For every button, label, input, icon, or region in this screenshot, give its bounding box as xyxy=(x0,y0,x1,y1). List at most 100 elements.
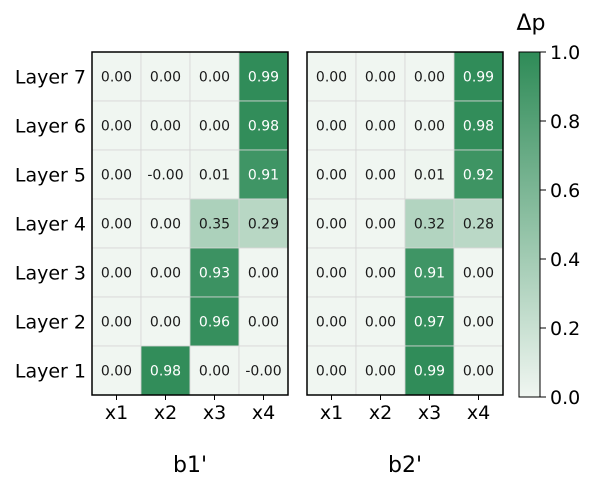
cell-p0-r6-c3 xyxy=(238,345,289,396)
row-label-2: Layer 5 xyxy=(15,165,86,187)
cell-p0-r6-c2 xyxy=(189,345,240,396)
cell-p0-r0-c1 xyxy=(140,51,191,102)
cell-label-p0-r1-c2: 0.00 xyxy=(199,119,230,135)
cell-label-p1-r6-c1: 0.00 xyxy=(365,364,396,380)
cell-p1-r1-c1 xyxy=(355,100,406,151)
cell-label-p1-r0-c1: 0.00 xyxy=(365,70,396,86)
cell-p0-r5-c1 xyxy=(140,296,191,347)
cell-label-p0-r3-c0: 0.00 xyxy=(101,217,132,233)
colorbar-tick-label-1: 0.2 xyxy=(550,318,580,340)
cell-label-p0-r5-c3: 0.00 xyxy=(248,315,279,331)
cell-p1-r6-c2 xyxy=(404,345,455,396)
row-label-3: Layer 4 xyxy=(15,214,86,236)
panel-label-0: b1' xyxy=(173,453,207,478)
cell-p0-r0-c0 xyxy=(91,51,142,102)
column-label-p0-1: x2 xyxy=(154,402,177,424)
cell-p0-r3-c1 xyxy=(140,198,191,249)
column-label-p1-2: x3 xyxy=(418,402,441,424)
cell-p0-r6-c0 xyxy=(91,345,142,396)
cell-label-p0-r4-c2: 0.93 xyxy=(199,266,230,282)
cell-label-p1-r0-c0: 0.00 xyxy=(316,70,347,86)
cell-label-p1-r3-c1: 0.00 xyxy=(365,217,396,233)
cell-label-p1-r5-c0: 0.00 xyxy=(316,315,347,331)
cell-label-p0-r0-c3: 0.99 xyxy=(248,70,279,86)
row-label-1: Layer 6 xyxy=(15,116,86,138)
cell-p1-r5-c1 xyxy=(355,296,406,347)
cell-label-p1-r6-c0: 0.00 xyxy=(316,364,347,380)
cell-label-p1-r2-c3: 0.92 xyxy=(463,168,494,184)
cell-label-p1-r3-c2: 0.32 xyxy=(414,217,445,233)
row-label-0: Layer 7 xyxy=(15,67,86,89)
cell-label-p1-r2-c1: 0.00 xyxy=(365,168,396,184)
cell-p0-r4-c3 xyxy=(238,247,289,298)
cell-label-p0-r1-c1: 0.00 xyxy=(150,119,181,135)
column-label-p1-1: x2 xyxy=(369,402,392,424)
panel-frame-0 xyxy=(91,51,289,396)
cell-label-p0-r3-c3: 0.29 xyxy=(248,217,279,233)
cell-label-p0-r5-c1: 0.00 xyxy=(150,315,181,331)
cell-label-p1-r2-c2: 0.01 xyxy=(414,168,445,184)
cell-p0-r5-c2 xyxy=(189,296,240,347)
cell-p1-r4-c2 xyxy=(404,247,455,298)
cell-label-p0-r6-c2: 0.00 xyxy=(199,364,230,380)
cell-label-p1-r0-c3: 0.99 xyxy=(463,70,494,86)
cell-p0-r2-c3 xyxy=(238,149,289,200)
cell-label-p1-r1-c3: 0.98 xyxy=(463,119,494,135)
cell-label-p0-r2-c1: -0.00 xyxy=(147,168,183,184)
cell-p1-r0-c0 xyxy=(306,51,357,102)
column-label-p1-0: x1 xyxy=(320,402,343,424)
cell-label-p0-r6-c0: 0.00 xyxy=(101,364,132,380)
column-label-p0-3: x4 xyxy=(252,402,275,424)
cell-label-p1-r1-c0: 0.00 xyxy=(316,119,347,135)
column-label-p1-3: x4 xyxy=(467,402,490,424)
cell-label-p1-r4-c3: 0.00 xyxy=(463,266,494,282)
cell-label-p0-r5-c2: 0.96 xyxy=(199,315,230,331)
cell-p1-r1-c2 xyxy=(404,100,455,151)
cell-p1-r5-c2 xyxy=(404,296,455,347)
panel-frame-1 xyxy=(306,51,504,396)
cell-p1-r0-c1 xyxy=(355,51,406,102)
cell-label-p1-r6-c3: 0.00 xyxy=(463,364,494,380)
cell-p0-r4-c1 xyxy=(140,247,191,298)
cell-label-p0-r4-c0: 0.00 xyxy=(101,266,132,282)
cell-label-p1-r0-c2: 0.00 xyxy=(414,70,445,86)
cell-label-p1-r1-c1: 0.00 xyxy=(365,119,396,135)
cell-label-p0-r6-c3: -0.00 xyxy=(245,364,281,380)
cell-label-p1-r3-c0: 0.00 xyxy=(316,217,347,233)
cell-label-p0-r0-c2: 0.00 xyxy=(199,70,230,86)
colorbar-tick-label-2: 0.4 xyxy=(550,249,580,271)
cell-label-p0-r6-c1: 0.98 xyxy=(150,364,181,380)
cell-label-p1-r1-c2: 0.00 xyxy=(414,119,445,135)
cell-p0-r1-c1 xyxy=(140,100,191,151)
cell-label-p0-r5-c0: 0.00 xyxy=(101,315,132,331)
cell-label-p0-r4-c3: 0.00 xyxy=(248,266,279,282)
colorbar-title: Δp xyxy=(516,11,545,36)
cell-p1-r1-c3 xyxy=(453,100,504,151)
cell-p1-r0-c2 xyxy=(404,51,455,102)
cell-label-p1-r3-c3: 0.28 xyxy=(463,217,494,233)
colorbar-tick-label-4: 0.8 xyxy=(550,111,580,133)
cell-label-p1-r5-c2: 0.97 xyxy=(414,315,445,331)
cell-label-p1-r4-c1: 0.00 xyxy=(365,266,396,282)
row-label-5: Layer 2 xyxy=(15,312,86,334)
cell-label-p1-r4-c0: 0.00 xyxy=(316,266,347,282)
cell-label-p1-r5-c1: 0.00 xyxy=(365,315,396,331)
cell-label-p0-r2-c0: 0.00 xyxy=(101,168,132,184)
cell-label-p0-r3-c1: 0.00 xyxy=(150,217,181,233)
cell-label-p1-r6-c2: 0.99 xyxy=(414,364,445,380)
row-label-4: Layer 3 xyxy=(15,263,86,285)
cell-p1-r5-c3 xyxy=(453,296,504,347)
panel-label-1: b2' xyxy=(388,453,422,478)
colorbar-tick-label-5: 1.0 xyxy=(550,42,580,64)
row-label-6: Layer 1 xyxy=(15,361,86,383)
cell-p0-r5-c0 xyxy=(91,296,142,347)
cell-p0-r3-c3 xyxy=(238,198,289,249)
cell-label-p0-r1-c3: 0.98 xyxy=(248,119,279,135)
cell-label-p0-r2-c3: 0.91 xyxy=(248,168,279,184)
cell-label-p1-r2-c0: 0.00 xyxy=(316,168,347,184)
colorbar xyxy=(518,51,541,398)
cell-label-p0-r0-c0: 0.00 xyxy=(101,70,132,86)
cell-p0-r4-c2 xyxy=(189,247,240,298)
cell-label-p1-r4-c2: 0.91 xyxy=(414,266,445,282)
